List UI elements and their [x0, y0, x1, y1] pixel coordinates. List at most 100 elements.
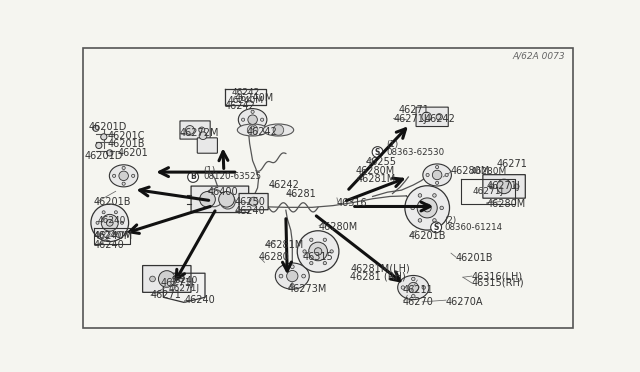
Text: 46271: 46271	[497, 158, 527, 169]
Text: 46270A: 46270A	[446, 297, 484, 307]
Text: 46211: 46211	[403, 285, 433, 295]
Text: 46316(LH): 46316(LH)	[472, 271, 523, 281]
Text: B: B	[190, 173, 196, 182]
Circle shape	[489, 184, 494, 189]
Text: 46315(RH): 46315(RH)	[472, 278, 524, 288]
Ellipse shape	[397, 276, 429, 299]
Circle shape	[251, 110, 254, 113]
Circle shape	[186, 126, 195, 134]
Polygon shape	[163, 273, 205, 302]
Circle shape	[408, 282, 419, 293]
Text: 46315: 46315	[302, 251, 333, 262]
Circle shape	[205, 189, 223, 207]
Circle shape	[497, 179, 511, 194]
Circle shape	[178, 276, 184, 282]
Circle shape	[241, 118, 244, 121]
Circle shape	[291, 265, 294, 269]
Circle shape	[440, 206, 444, 210]
Text: 46201B: 46201B	[108, 140, 145, 149]
Circle shape	[436, 166, 438, 169]
Circle shape	[445, 173, 448, 177]
Text: 08120-63525: 08120-63525	[203, 173, 261, 182]
Text: 46240: 46240	[94, 240, 125, 250]
Circle shape	[260, 118, 264, 121]
Circle shape	[107, 150, 113, 156]
Circle shape	[418, 219, 422, 222]
Text: 46271J: 46271J	[473, 187, 504, 196]
Circle shape	[412, 295, 415, 298]
Ellipse shape	[263, 124, 294, 136]
Text: 46271J: 46271J	[168, 284, 200, 293]
Text: (1): (1)	[387, 140, 399, 150]
Circle shape	[297, 231, 339, 272]
Circle shape	[423, 204, 431, 212]
Text: 46280M: 46280M	[451, 166, 490, 176]
Circle shape	[323, 238, 326, 241]
Circle shape	[159, 271, 175, 287]
Text: 46240: 46240	[235, 206, 266, 217]
FancyBboxPatch shape	[483, 175, 525, 198]
Circle shape	[122, 182, 125, 185]
Text: 46242: 46242	[246, 127, 278, 137]
Text: 46201B: 46201B	[94, 197, 131, 206]
Circle shape	[251, 126, 254, 129]
Circle shape	[96, 142, 102, 148]
Circle shape	[411, 206, 415, 210]
Text: A/62A 0073: A/62A 0073	[513, 52, 565, 61]
Circle shape	[310, 262, 313, 265]
Circle shape	[310, 238, 313, 241]
Circle shape	[372, 147, 383, 157]
Circle shape	[514, 184, 519, 189]
Text: 46201B: 46201B	[408, 231, 446, 241]
Text: 46271: 46271	[151, 290, 182, 300]
Circle shape	[330, 250, 333, 253]
Text: 46271J: 46271J	[486, 180, 520, 190]
Text: 46250: 46250	[235, 197, 266, 206]
Text: 46281 (RH): 46281 (RH)	[350, 271, 406, 281]
Text: 46240M: 46240M	[94, 231, 133, 241]
Text: 46280M: 46280M	[470, 167, 506, 176]
Text: 46242: 46242	[232, 89, 260, 97]
Text: (2): (2)	[445, 216, 457, 225]
Ellipse shape	[238, 109, 267, 131]
Text: 46242: 46242	[225, 101, 256, 111]
Text: 46201D: 46201D	[89, 122, 127, 132]
Circle shape	[120, 221, 124, 224]
FancyBboxPatch shape	[180, 121, 210, 139]
Circle shape	[417, 198, 437, 218]
Circle shape	[199, 127, 205, 133]
Text: 46240M: 46240M	[235, 93, 274, 103]
Text: 46240M: 46240M	[93, 231, 130, 240]
Circle shape	[422, 112, 431, 122]
Text: S: S	[433, 223, 439, 232]
Circle shape	[436, 181, 438, 185]
Circle shape	[220, 194, 236, 209]
Circle shape	[132, 174, 135, 177]
Circle shape	[405, 186, 449, 230]
Ellipse shape	[109, 165, 138, 187]
Circle shape	[150, 276, 156, 282]
Ellipse shape	[275, 263, 309, 289]
Text: 46271J: 46271J	[161, 278, 195, 288]
Circle shape	[401, 286, 404, 289]
Text: 46242: 46242	[425, 113, 456, 124]
Circle shape	[122, 166, 125, 170]
FancyBboxPatch shape	[143, 266, 191, 292]
Circle shape	[418, 194, 422, 197]
Circle shape	[96, 221, 99, 224]
Text: 46271J: 46271J	[394, 113, 428, 124]
Circle shape	[431, 222, 442, 233]
Circle shape	[433, 170, 442, 180]
Circle shape	[102, 232, 105, 235]
Text: 46240: 46240	[170, 276, 198, 285]
Text: 46280M: 46280M	[486, 199, 526, 209]
Circle shape	[308, 242, 328, 261]
Text: 46280M: 46280M	[318, 222, 357, 231]
Text: 46280: 46280	[259, 252, 289, 262]
FancyBboxPatch shape	[191, 186, 249, 212]
Text: 46242: 46242	[269, 180, 300, 190]
Circle shape	[199, 132, 207, 140]
Circle shape	[426, 173, 429, 177]
Circle shape	[436, 114, 442, 120]
Circle shape	[219, 192, 234, 207]
